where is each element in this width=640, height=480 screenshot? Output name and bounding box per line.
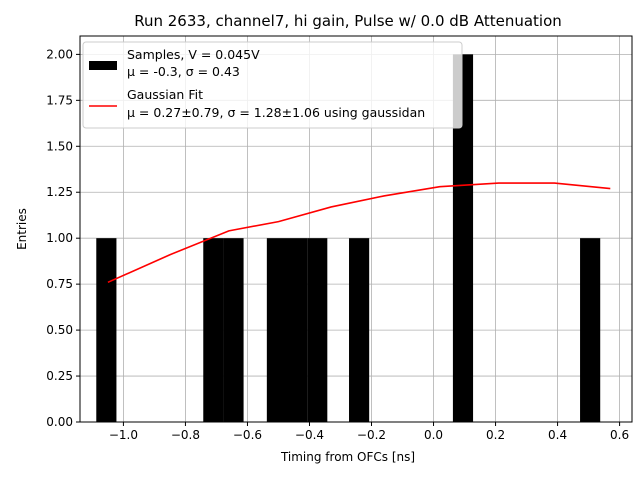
histogram-bar-4 — [287, 238, 308, 422]
fit-curve — [107, 182, 611, 284]
legend: Samples, V = 0.045V μ = -0.3, σ = 0.43 G… — [82, 41, 463, 129]
x-tick-label: −0.8 — [171, 428, 200, 442]
legend-box — [82, 41, 463, 129]
x-tick-label: −1.0 — [109, 428, 138, 442]
x-tick-label: 0.6 — [610, 428, 629, 442]
y-tick-label: 0.00 — [46, 415, 73, 429]
histogram-bar-2 — [223, 238, 244, 422]
y-tick-label: 1.50 — [46, 139, 73, 153]
y-tick-label: 2.00 — [46, 47, 73, 61]
x-tick-label: 0.4 — [548, 428, 567, 442]
legend-label-samples: Samples, V = 0.045V — [127, 47, 260, 62]
y-axis-label: Entries — [15, 208, 29, 250]
legend-label-samples-stats: μ = -0.3, σ = 0.43 — [127, 64, 240, 79]
x-tick-label: −0.2 — [357, 428, 386, 442]
histogram-bar-7 — [452, 54, 474, 422]
y-tick-label: 1.25 — [46, 185, 73, 199]
x-tick-label: −0.4 — [295, 428, 324, 442]
histogram-bar-8 — [580, 238, 601, 422]
x-axis-label: Timing from OFCs [ns] — [280, 450, 415, 464]
legend-label-fit-stats: μ = 0.27±0.79, σ = 1.28±1.06 using gauss… — [127, 105, 425, 120]
x-axis-ticks: −1.0 −0.8 −0.6 −0.4 −0.2 0.0 0.2 0.4 0.6 — [109, 422, 629, 442]
histogram-bar-1 — [203, 238, 224, 422]
y-tick-label: 0.25 — [46, 369, 73, 383]
x-tick-label: −0.6 — [233, 428, 262, 442]
histogram-bar-6 — [349, 238, 370, 422]
histogram-bar-3 — [266, 238, 287, 422]
gaussian-fit-line — [107, 182, 611, 284]
histogram-bar-0 — [96, 238, 117, 422]
y-tick-label: 1.75 — [46, 93, 73, 107]
y-axis-ticks: 0.00 0.25 0.50 0.75 1.00 1.25 1.50 1.75 2.00 — [46, 47, 80, 429]
legend-label-fit: Gaussian Fit — [127, 87, 203, 102]
plot-area-frame — [79, 35, 633, 423]
y-tick-label: 1.00 — [46, 231, 73, 245]
x-tick-label: 0.0 — [424, 428, 443, 442]
chart-title: Run 2633, channel7, hi gain, Pulse w/ 0.… — [134, 12, 562, 30]
histogram-bar-5 — [307, 238, 328, 422]
x-tick-label: 0.2 — [486, 428, 505, 442]
legend-swatch-samples — [89, 61, 117, 70]
y-tick-label: 0.50 — [46, 323, 73, 337]
histogram-bars — [96, 54, 601, 422]
y-tick-label: 0.75 — [46, 277, 73, 291]
